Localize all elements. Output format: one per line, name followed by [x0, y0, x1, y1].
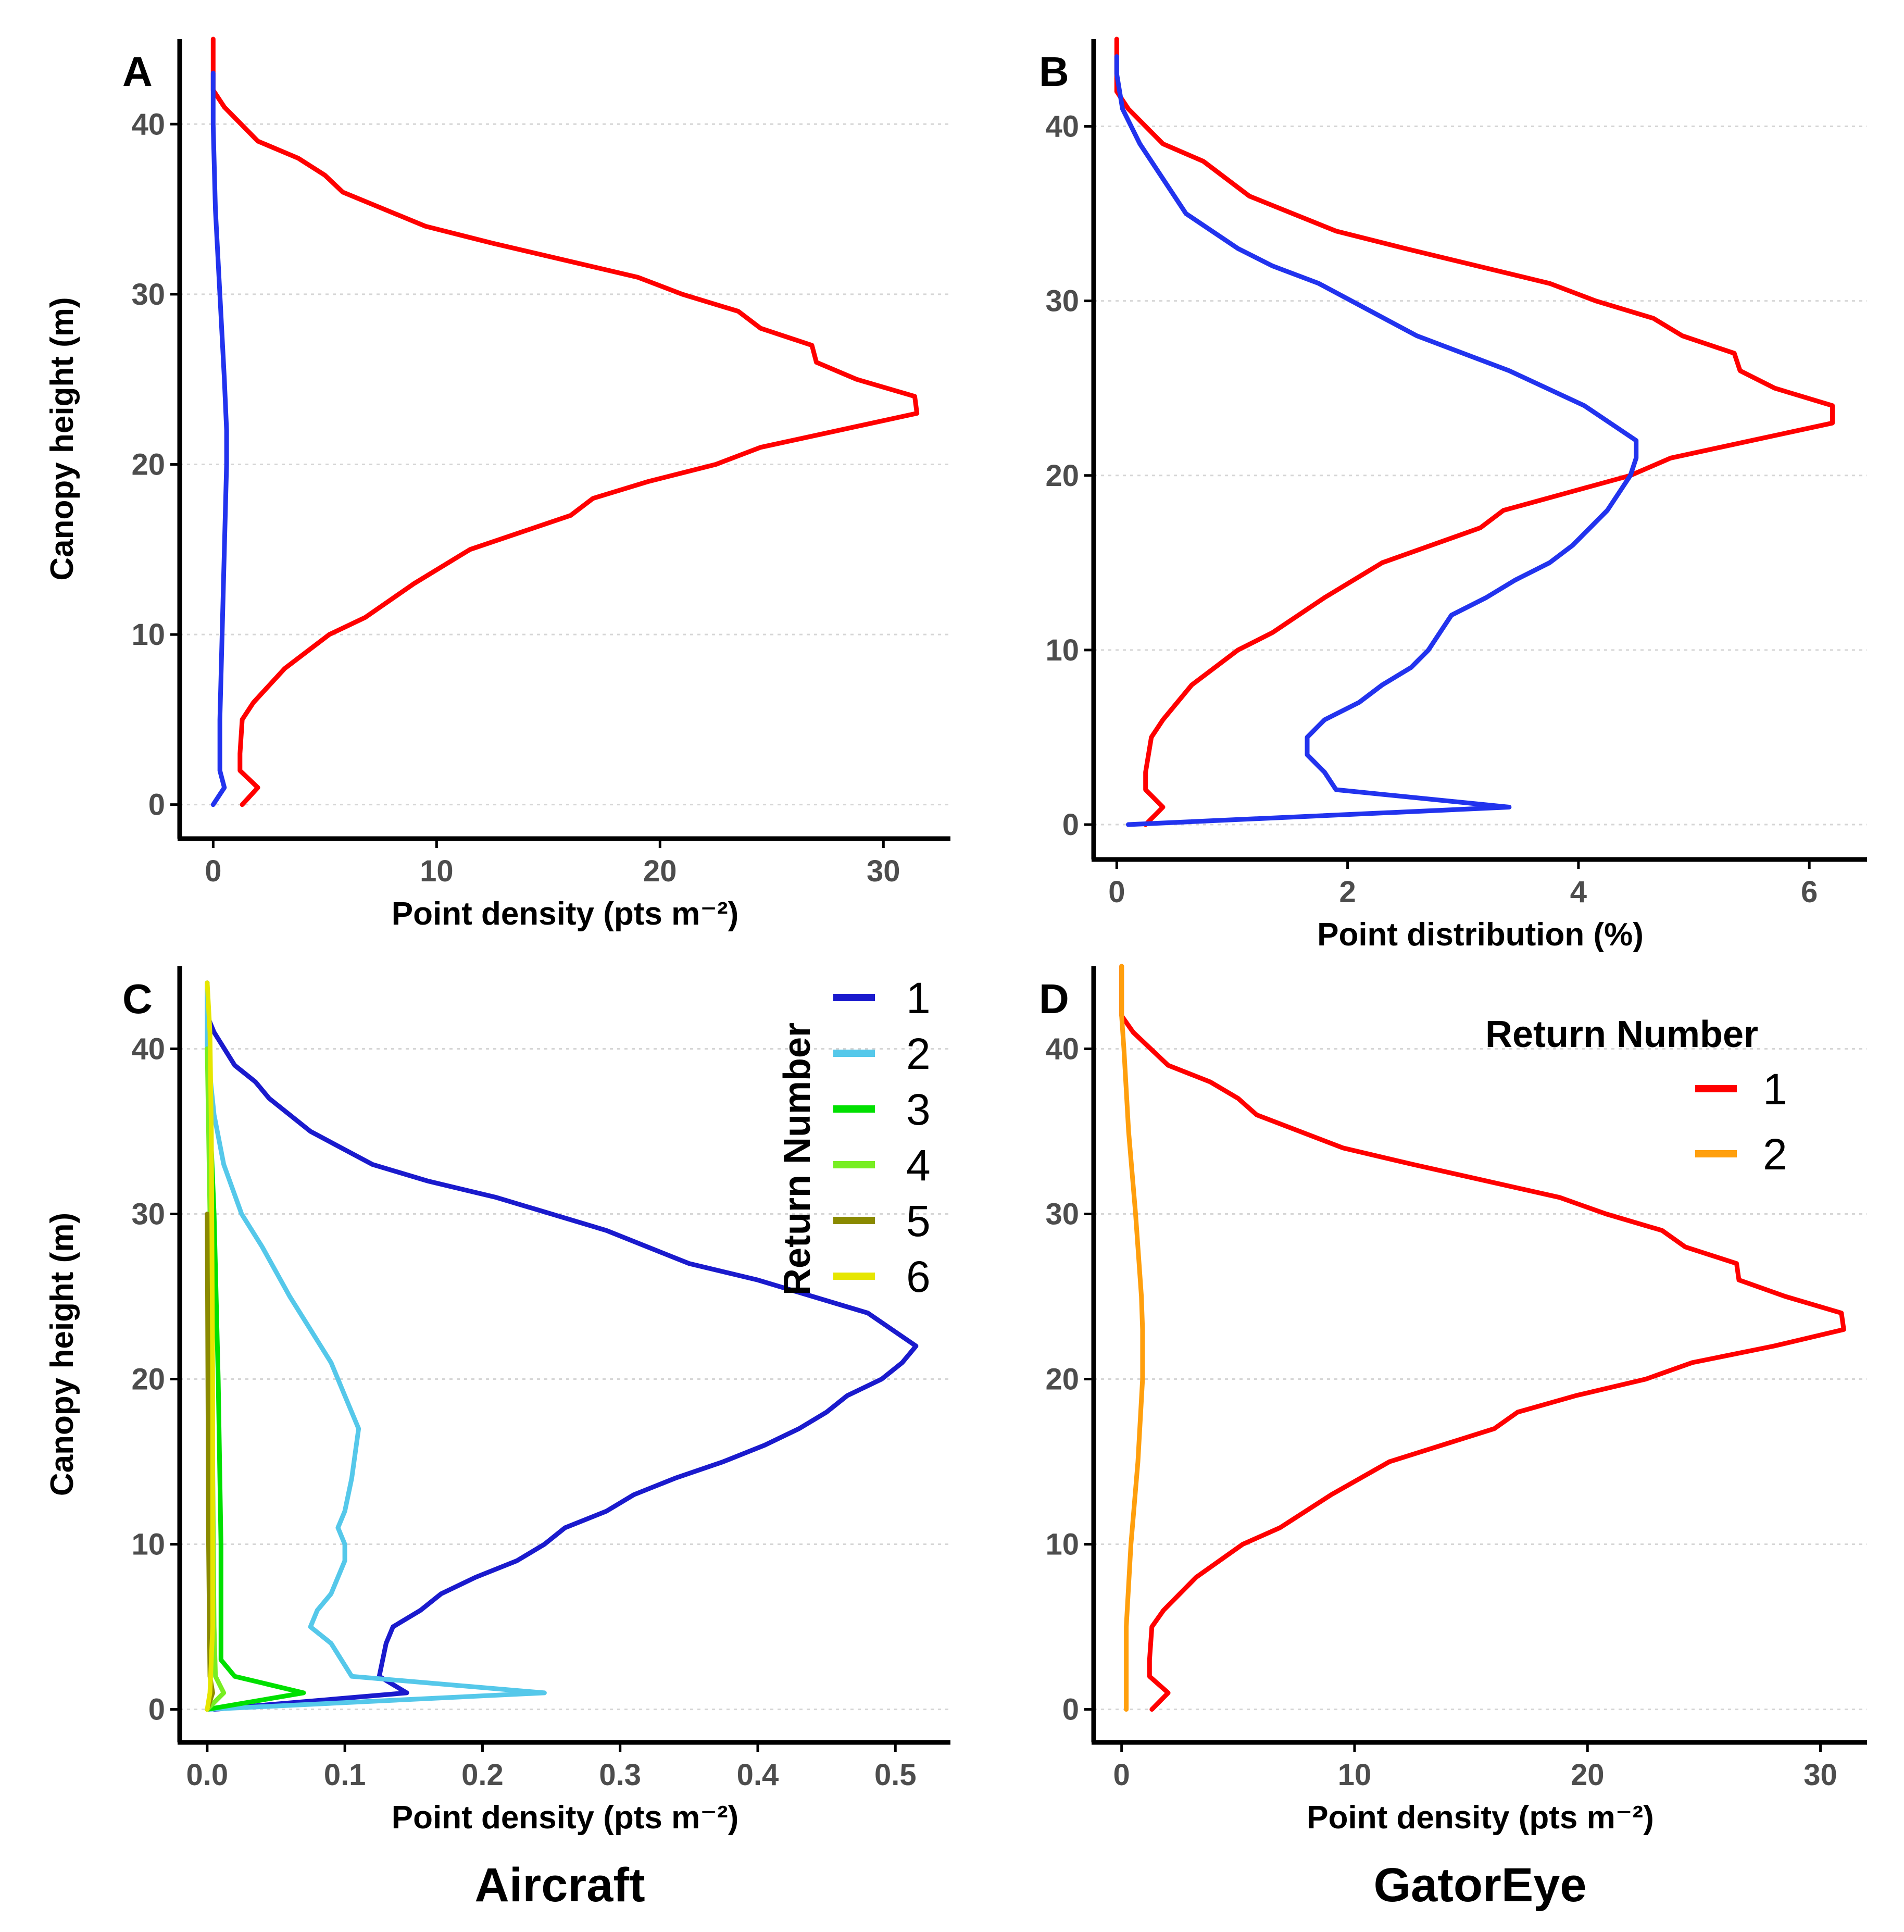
legend-label: 2 [1763, 1130, 1787, 1179]
x-axis-title: Point distribution (%) [1317, 917, 1644, 953]
legend-label: 3 [906, 1085, 931, 1134]
x-tick-label: 10 [420, 854, 454, 888]
x-tick-label: 20 [1571, 1758, 1605, 1792]
series-line-red [210, 36, 920, 807]
y-axis-title: Canopy height (m) [44, 1213, 80, 1496]
y-tick-label: 20 [131, 447, 165, 481]
legend-label: 6 [906, 1252, 931, 1301]
y-tick-label: 30 [1045, 284, 1079, 318]
x-tick-label: 0 [1113, 1758, 1130, 1792]
panel-letter: D [1039, 976, 1069, 1022]
y-tick-label: 20 [131, 1363, 165, 1397]
legend-title: Return Number [776, 1023, 818, 1295]
x-tick-label: 4 [1570, 875, 1587, 909]
y-tick-label: 40 [1045, 1032, 1079, 1066]
y-tick-label: 10 [131, 1528, 165, 1562]
panel-d: 0 10 20 30 40 0 10 20 30 Point density (pts m⁻²) D [1039, 964, 1867, 1836]
x-tick-label: 0.0 [186, 1758, 229, 1792]
y-tick-label: 0 [148, 1693, 165, 1727]
y-tick-label: 20 [1045, 459, 1079, 493]
x-tick-label: 30 [867, 854, 900, 888]
x-axis-title: Point density (pts m⁻²) [1307, 1800, 1654, 1836]
legend-label: 1 [1763, 1065, 1787, 1114]
y-tick-label: 30 [131, 1198, 165, 1231]
panel-letter: B [1039, 48, 1069, 95]
y-axis-title: Canopy height (m) [44, 297, 80, 580]
y-tick-label: 40 [131, 107, 165, 141]
series-line-2 [1119, 964, 1145, 1712]
panel-b: 0 10 20 30 40 0 2 4 6 Point distribution (%) B [1039, 36, 1867, 953]
y-tick-label: 20 [1045, 1363, 1079, 1397]
y-tick-label: 10 [1045, 633, 1079, 667]
y-tick-label: 30 [131, 278, 165, 311]
legend-title: Return Number [1485, 1014, 1758, 1055]
y-tick-label: 10 [1045, 1528, 1079, 1562]
y-tick-label: 40 [131, 1032, 165, 1066]
y-tick-label: 0 [1062, 808, 1079, 842]
x-tick-label: 0 [205, 854, 221, 888]
y-tick-label: 30 [1045, 1198, 1079, 1231]
x-axis-title: Point density (pts m⁻²) [392, 1800, 739, 1836]
legend-label: 2 [906, 1029, 931, 1078]
y-tick-label: 0 [148, 788, 165, 822]
x-tick-label: 30 [1803, 1758, 1837, 1792]
series-line-1 [205, 980, 919, 1712]
panel-a: 0 10 20 30 40 0 10 20 30 Point density (pts m⁻²) C… [44, 36, 950, 932]
panel-letter: C [122, 976, 153, 1022]
series-line-blue [1114, 54, 1639, 827]
x-axis-title: Point density (pts m⁻²) [392, 896, 739, 932]
x-tick-label: 0.1 [324, 1758, 366, 1792]
y-tick-label: 40 [1045, 110, 1079, 144]
x-tick-label: 0.4 [737, 1758, 779, 1792]
caption-aircraft: Aircraft [474, 1859, 645, 1912]
y-tick-label: 0 [1062, 1693, 1079, 1727]
series-line-2 [205, 980, 547, 1712]
legend-label: 5 [906, 1196, 931, 1245]
series-line-6 [205, 980, 215, 1712]
series-line-1 [1119, 964, 1846, 1712]
x-tick-label: 0.2 [461, 1758, 504, 1792]
x-tick-label: 10 [1338, 1758, 1372, 1792]
series-line-red [1114, 36, 1835, 827]
x-tick-label: 20 [643, 854, 677, 888]
x-tick-label: 0.3 [599, 1758, 641, 1792]
x-tick-label: 2 [1339, 875, 1356, 909]
series-line-3 [205, 1046, 306, 1712]
legend-c: Return Number 1 2 3 4 5 6 [776, 974, 931, 1301]
y-tick-label: 10 [131, 618, 165, 652]
legend-label: 4 [906, 1141, 931, 1190]
caption-gatoreye: GatorEye [1373, 1859, 1586, 1912]
panel-c: 0 10 20 30 40 0.0 0.1 0.2 0.3 0.4 0.5 Point density… [44, 966, 950, 1836]
x-tick-label: 0.5 [874, 1758, 917, 1792]
legend-label: 1 [906, 974, 931, 1023]
x-tick-label: 0 [1108, 875, 1125, 909]
series-line-blue [210, 70, 229, 807]
x-tick-label: 6 [1801, 875, 1818, 909]
panel-letter: A [122, 48, 153, 95]
